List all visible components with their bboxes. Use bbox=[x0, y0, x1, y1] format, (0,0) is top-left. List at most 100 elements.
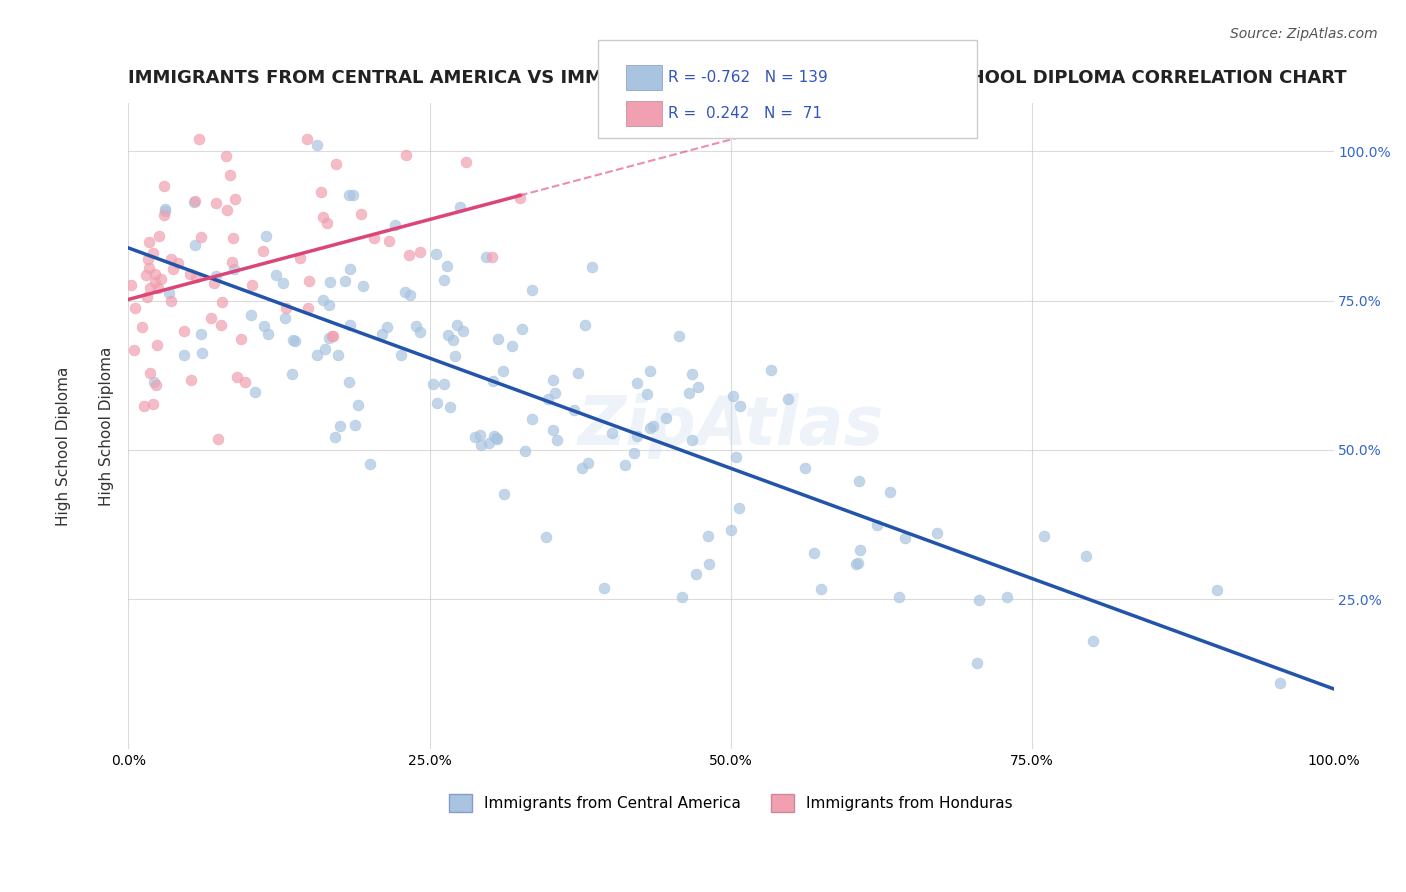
Point bbox=[422, 377, 444, 392]
Point bbox=[640, 364, 662, 378]
Point bbox=[225, 370, 247, 384]
Point bbox=[146, 338, 169, 352]
Point bbox=[207, 432, 229, 446]
Point bbox=[636, 386, 658, 401]
Point bbox=[408, 325, 430, 339]
Point bbox=[211, 295, 233, 310]
Point bbox=[335, 274, 357, 288]
Point bbox=[205, 269, 228, 284]
Point bbox=[254, 229, 277, 244]
Point bbox=[150, 272, 173, 286]
Point bbox=[478, 436, 501, 450]
Point bbox=[209, 318, 232, 332]
Point bbox=[180, 373, 202, 387]
Point bbox=[122, 343, 145, 358]
Point bbox=[274, 310, 297, 325]
Point bbox=[866, 517, 889, 532]
Point bbox=[157, 285, 180, 300]
Point bbox=[848, 475, 870, 489]
Text: IMMIGRANTS FROM CENTRAL AMERICA VS IMMIGRANTS FROM HONDURAS HIGH SCHOOL DIPLOMA : IMMIGRANTS FROM CENTRAL AMERICA VS IMMIG… bbox=[128, 69, 1347, 87]
Point bbox=[138, 252, 160, 267]
Point bbox=[184, 238, 207, 252]
Point bbox=[132, 399, 155, 413]
Point bbox=[274, 301, 297, 316]
Point bbox=[314, 342, 336, 356]
Point bbox=[730, 399, 752, 413]
Point bbox=[655, 411, 678, 425]
Point bbox=[252, 244, 274, 259]
Point bbox=[600, 426, 623, 441]
Point bbox=[759, 363, 782, 377]
Point bbox=[441, 333, 464, 347]
Point bbox=[681, 367, 703, 381]
Point bbox=[159, 294, 181, 309]
Point bbox=[298, 274, 321, 288]
Point bbox=[184, 269, 207, 284]
Point bbox=[728, 501, 751, 516]
Point bbox=[312, 211, 335, 225]
Point bbox=[492, 487, 515, 501]
Point bbox=[464, 430, 486, 444]
Point bbox=[350, 207, 373, 221]
Point bbox=[439, 400, 461, 414]
Point bbox=[641, 418, 664, 433]
Point bbox=[436, 260, 458, 274]
Point bbox=[187, 132, 209, 146]
Point bbox=[848, 543, 870, 558]
Point bbox=[1076, 549, 1098, 563]
Point bbox=[184, 194, 207, 209]
Point bbox=[426, 396, 449, 410]
Point bbox=[217, 202, 239, 217]
Point bbox=[305, 348, 328, 362]
Point bbox=[312, 293, 335, 307]
Point bbox=[534, 530, 557, 544]
Point bbox=[384, 218, 406, 232]
Point bbox=[576, 456, 599, 470]
Point bbox=[342, 187, 364, 202]
Point bbox=[681, 434, 703, 448]
Point bbox=[290, 251, 312, 265]
Point bbox=[474, 251, 496, 265]
Point bbox=[520, 412, 543, 426]
Point bbox=[325, 156, 347, 170]
Point bbox=[1205, 582, 1227, 597]
Point bbox=[685, 566, 707, 581]
Point bbox=[138, 260, 160, 275]
Point bbox=[395, 148, 418, 162]
Point bbox=[318, 331, 340, 345]
Point bbox=[398, 288, 420, 302]
Point bbox=[486, 332, 509, 346]
Text: High School Diploma: High School Diploma bbox=[56, 367, 70, 525]
Point bbox=[329, 419, 352, 434]
Point bbox=[240, 308, 263, 322]
Point bbox=[678, 386, 700, 401]
Point bbox=[697, 529, 720, 543]
Point bbox=[1268, 675, 1291, 690]
Point bbox=[326, 349, 349, 363]
Point bbox=[124, 301, 146, 316]
Point bbox=[205, 196, 228, 211]
Point bbox=[359, 457, 381, 471]
Point bbox=[339, 261, 361, 276]
Point bbox=[1081, 633, 1104, 648]
Point bbox=[398, 248, 420, 262]
Point bbox=[375, 319, 398, 334]
Point bbox=[571, 460, 593, 475]
Point bbox=[405, 319, 427, 334]
Point bbox=[257, 326, 280, 341]
Point bbox=[138, 366, 160, 380]
Point bbox=[229, 332, 252, 346]
Point bbox=[492, 364, 515, 378]
Point bbox=[160, 252, 183, 267]
Point bbox=[321, 329, 343, 343]
Point bbox=[668, 329, 690, 343]
Point bbox=[501, 339, 523, 353]
Point bbox=[562, 402, 585, 417]
Point bbox=[626, 429, 648, 443]
Point bbox=[437, 327, 460, 342]
Point bbox=[131, 320, 153, 334]
Point bbox=[337, 188, 360, 202]
Point bbox=[284, 334, 307, 349]
Text: Source: ZipAtlas.com: Source: ZipAtlas.com bbox=[1230, 27, 1378, 41]
Point bbox=[233, 375, 256, 389]
